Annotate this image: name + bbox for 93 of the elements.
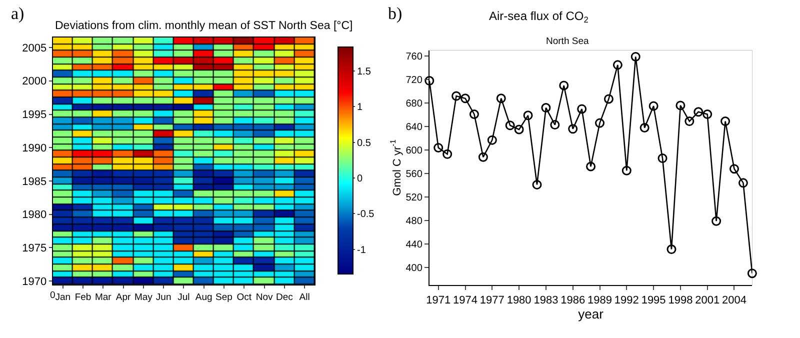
point xyxy=(460,94,470,104)
point xyxy=(442,149,452,159)
text: b) xyxy=(388,4,402,23)
x-tick-label: Dec xyxy=(276,292,294,303)
point xyxy=(452,91,462,101)
y-tick-label: 400 xyxy=(406,262,423,274)
x-tick-label: Jun xyxy=(156,292,172,303)
y-tick-label: 760 xyxy=(406,52,423,63)
point xyxy=(478,152,488,162)
x-axis-title: year xyxy=(578,306,604,322)
point xyxy=(702,109,712,119)
y-tick-label: 720 xyxy=(406,75,423,86)
point xyxy=(622,166,632,176)
point xyxy=(568,124,578,134)
y-tick-label: 2005 xyxy=(22,42,47,54)
x-tick-label: 1995 xyxy=(641,294,666,306)
y-tick-label: 480 xyxy=(406,216,423,228)
x-tick-label: 1980 xyxy=(506,294,532,306)
y-tick-label: 600 xyxy=(406,146,423,157)
x-tick-label: 1992 xyxy=(614,294,639,306)
text: 0 xyxy=(50,290,56,301)
x-tick-label: Jan xyxy=(55,292,71,303)
point xyxy=(541,103,551,113)
point xyxy=(595,118,605,128)
y-tick-label: 2000 xyxy=(22,76,47,88)
x-tick-label: Nov xyxy=(256,292,273,303)
point xyxy=(434,142,444,152)
y-tick-label: 640 xyxy=(406,122,423,134)
color-bar-label: 1.5 xyxy=(357,66,372,78)
point xyxy=(666,244,676,254)
color-bar-label: -1 xyxy=(357,244,366,256)
point xyxy=(712,216,722,226)
color-bar-label: 1 xyxy=(357,102,363,114)
point xyxy=(487,135,497,145)
y-tick-label: 560 xyxy=(406,169,423,180)
color-bar-label: 0.5 xyxy=(357,138,372,149)
x-tick-label: Sep xyxy=(216,292,232,303)
point xyxy=(532,180,542,190)
chart-subtitle: North Sea xyxy=(546,36,590,47)
x-tick-label: Feb xyxy=(74,292,92,303)
x-tick-label: 1989 xyxy=(588,294,612,306)
x-tick-label: 1983 xyxy=(534,294,558,306)
y-tick-label: 1990 xyxy=(22,142,47,154)
point xyxy=(523,110,533,120)
y-tick-label: 520 xyxy=(406,192,423,204)
point xyxy=(469,109,479,119)
color-bar-label: -0.5 xyxy=(357,209,375,220)
y-tick-label: 1975 xyxy=(22,242,47,255)
point xyxy=(747,268,757,278)
x-tick-label: Aug xyxy=(195,292,212,303)
point xyxy=(648,101,658,111)
text: a) xyxy=(11,4,24,23)
chart-title: Deviations from clim. monthly mean of SST North Sea [°C] xyxy=(55,20,353,32)
point xyxy=(505,120,515,130)
point xyxy=(738,178,748,188)
point xyxy=(604,94,614,104)
x-tick-label: Apr xyxy=(116,292,131,303)
point xyxy=(586,162,596,172)
x-tick-label: 1986 xyxy=(560,294,586,306)
point xyxy=(630,52,640,62)
point xyxy=(496,94,506,104)
point xyxy=(730,164,739,174)
x-tick-label: 1998 xyxy=(668,294,693,306)
point xyxy=(424,76,434,86)
point xyxy=(720,116,730,126)
point xyxy=(514,124,524,134)
y-tick-label: 1995 xyxy=(22,109,47,122)
point xyxy=(612,60,622,70)
x-tick-label: All xyxy=(299,292,310,303)
point xyxy=(640,123,650,132)
point xyxy=(684,116,694,126)
y-tick-label: 680 xyxy=(406,98,423,110)
point xyxy=(658,154,668,164)
point xyxy=(676,100,686,110)
y-tick-label: 1980 xyxy=(22,209,47,222)
y-tick-label: 1970 xyxy=(22,276,47,288)
x-tick-label: Jul xyxy=(178,292,190,303)
color-bar-label: 0 xyxy=(357,174,363,185)
point xyxy=(550,120,560,130)
x-tick-label: Oct xyxy=(236,292,252,303)
x-tick-label: 1977 xyxy=(480,294,504,306)
point xyxy=(559,80,569,90)
point xyxy=(694,107,704,117)
x-tick-label: Mar xyxy=(94,292,112,303)
y-tick-label: 1985 xyxy=(22,176,47,188)
x-tick-label: 1974 xyxy=(453,294,478,306)
x-tick-label: May xyxy=(134,292,153,303)
x-tick-label: 1971 xyxy=(426,294,451,306)
y-tick-label: 440 xyxy=(406,239,423,250)
chart-title: Air-sea flux of CO$_{2}$ xyxy=(489,9,589,25)
x-tick-label: 2004 xyxy=(722,294,746,306)
point xyxy=(577,104,587,114)
x-tick-label: 2001 xyxy=(695,294,720,306)
